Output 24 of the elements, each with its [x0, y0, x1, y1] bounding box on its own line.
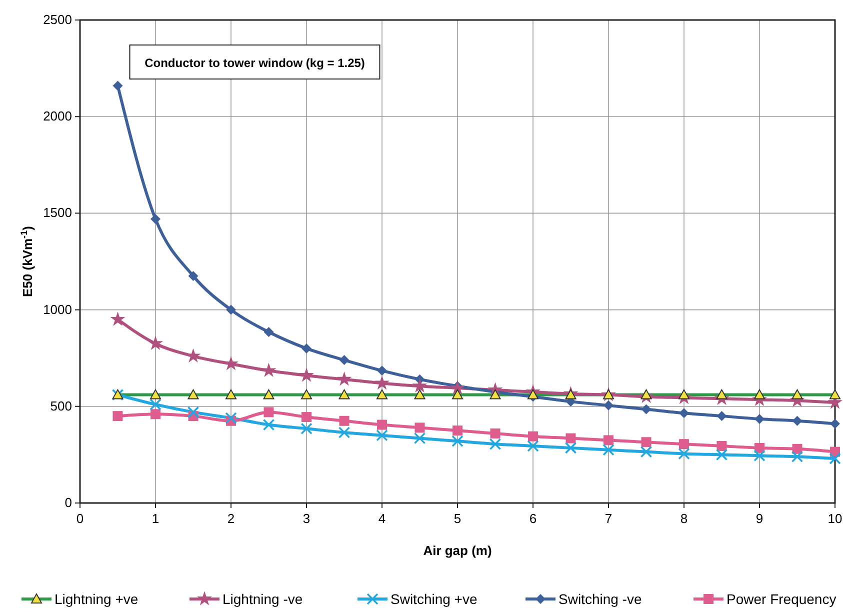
annotation: Conductor to tower window (kg = 1.25) — [144, 56, 365, 70]
x-tick-label: 2 — [227, 511, 235, 526]
y-tick-label: 1500 — [43, 205, 72, 220]
x-tick-label: 5 — [454, 511, 462, 526]
legend-label: Switching +ve — [390, 591, 478, 607]
y-tick-label: 2000 — [43, 108, 72, 124]
x-tick-label: 10 — [828, 511, 842, 526]
y-tick-label: 1000 — [43, 302, 72, 317]
legend-label: Power Frequency — [726, 591, 836, 607]
legend-label: Lightning +ve — [54, 591, 138, 607]
x-tick-label: 0 — [76, 511, 84, 526]
x-tick-label: 4 — [378, 511, 386, 526]
y-tick-label: 2500 — [43, 12, 72, 27]
x-tick-label: 6 — [529, 511, 537, 526]
legend-label: Lightning -ve — [222, 591, 303, 607]
legend-label: Switching -ve — [558, 591, 642, 607]
x-tick-label: 1 — [152, 511, 160, 526]
x-tick-label: 8 — [680, 511, 688, 526]
x-tick-label: 7 — [604, 511, 612, 526]
x-tick-label: 3 — [302, 511, 310, 526]
x-tick-label: 9 — [756, 511, 764, 526]
y-tick-label: 0 — [64, 495, 72, 510]
y-tick-label: 500 — [50, 398, 72, 414]
x-axis-title: Air gap (m) — [423, 543, 492, 558]
